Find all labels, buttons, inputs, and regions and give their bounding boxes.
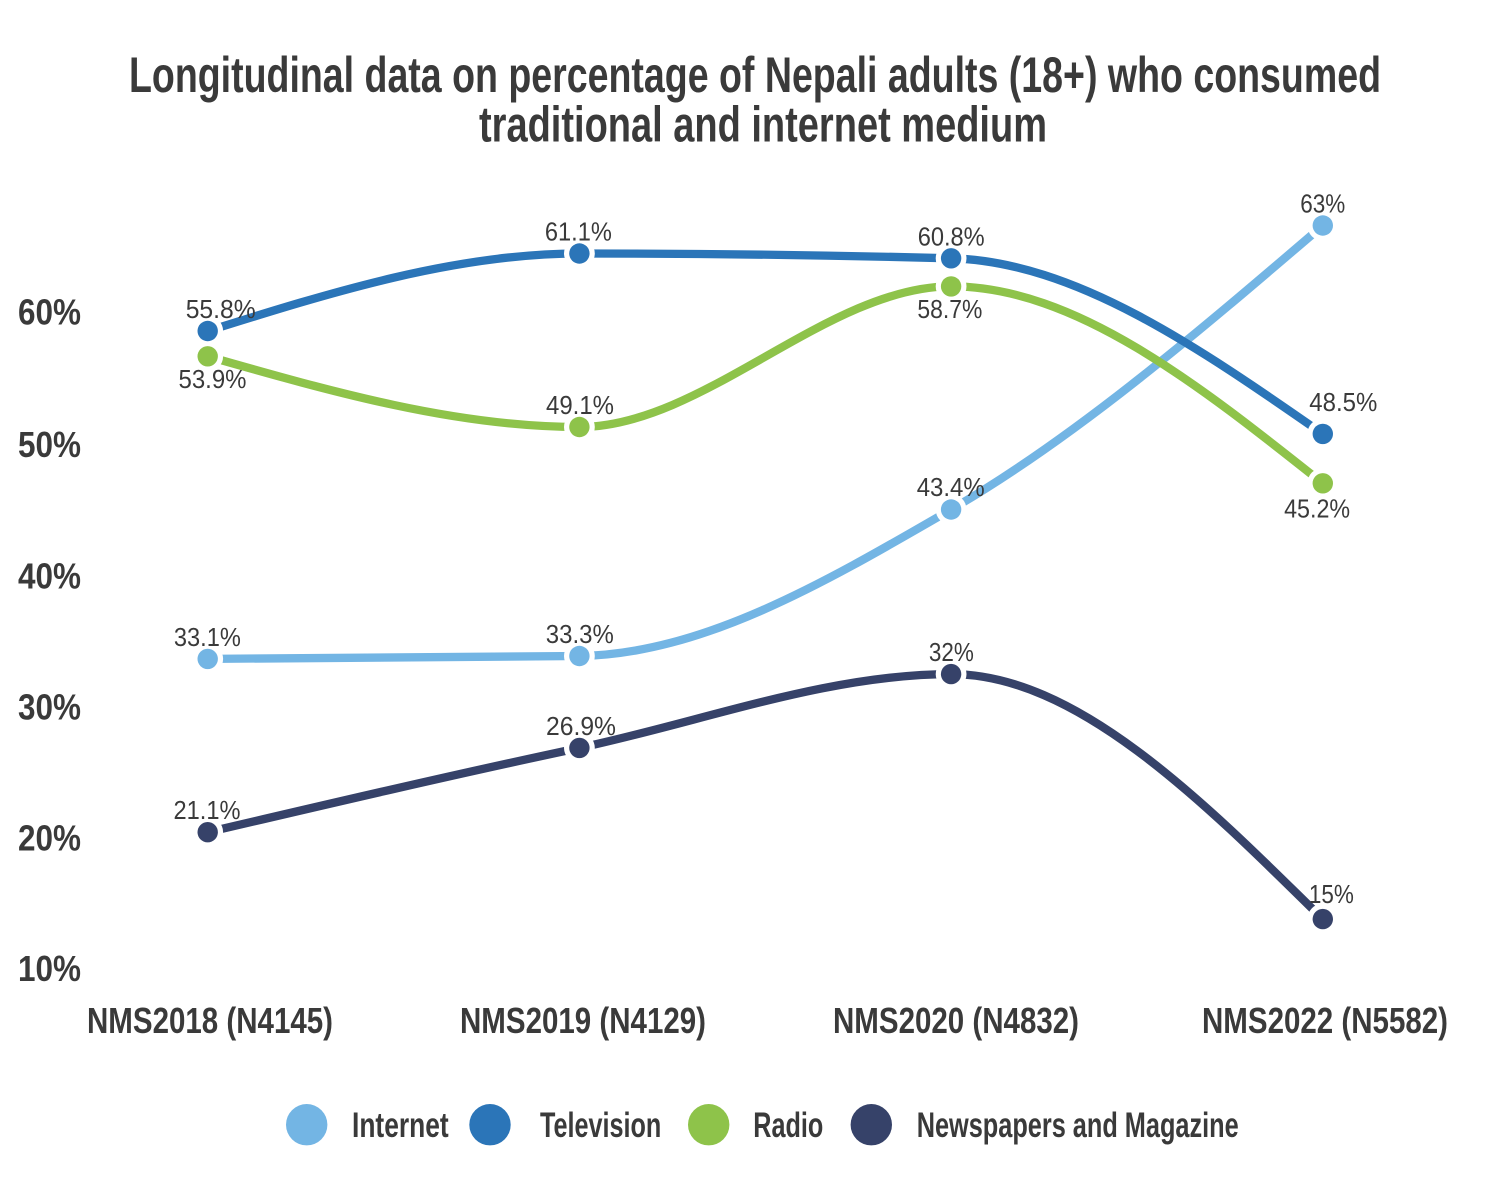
svg-text:33.3%: 33.3% xyxy=(546,619,614,649)
svg-text:26.9%: 26.9% xyxy=(546,711,616,741)
svg-text:61.1%: 61.1% xyxy=(545,217,612,247)
svg-text:Radio: Radio xyxy=(753,1106,823,1145)
svg-text:traditional and internet mediu: traditional and internet medium xyxy=(479,97,1047,153)
svg-text:NMS2022 (N5582): NMS2022 (N5582) xyxy=(1202,1000,1448,1041)
svg-text:53.9%: 53.9% xyxy=(179,364,247,394)
svg-text:58.7%: 58.7% xyxy=(917,294,982,324)
svg-text:40%: 40% xyxy=(18,556,81,597)
svg-text:32%: 32% xyxy=(929,637,974,667)
svg-text:NMS2018 (N4145): NMS2018 (N4145) xyxy=(87,1000,333,1041)
svg-text:10%: 10% xyxy=(18,948,81,989)
svg-text:30%: 30% xyxy=(18,687,81,728)
svg-text:49.1%: 49.1% xyxy=(546,390,614,420)
svg-text:48.5%: 48.5% xyxy=(1309,387,1377,417)
svg-text:15%: 15% xyxy=(1309,879,1354,909)
svg-text:33.1%: 33.1% xyxy=(174,622,241,652)
svg-text:50%: 50% xyxy=(18,424,81,465)
svg-text:60%: 60% xyxy=(18,292,81,333)
svg-text:Internet: Internet xyxy=(352,1106,449,1145)
svg-text:63%: 63% xyxy=(1300,189,1345,219)
svg-text:60.8%: 60.8% xyxy=(918,221,985,251)
svg-text:21.1%: 21.1% xyxy=(174,795,241,825)
svg-text:NMS2019 (N4129): NMS2019 (N4129) xyxy=(460,1000,706,1041)
svg-text:NMS2020 (N4832): NMS2020 (N4832) xyxy=(833,1000,1079,1041)
svg-text:Newspapers and Magazine: Newspapers and Magazine xyxy=(917,1106,1239,1145)
svg-text:20%: 20% xyxy=(18,818,81,859)
svg-text:Television: Television xyxy=(540,1106,661,1145)
svg-text:55.8%: 55.8% xyxy=(186,294,256,324)
svg-text:Longitudinal data on percentag: Longitudinal data on percentage of Nepal… xyxy=(129,47,1381,103)
svg-text:43.4%: 43.4% xyxy=(917,472,985,502)
svg-text:45.2%: 45.2% xyxy=(1284,493,1350,523)
